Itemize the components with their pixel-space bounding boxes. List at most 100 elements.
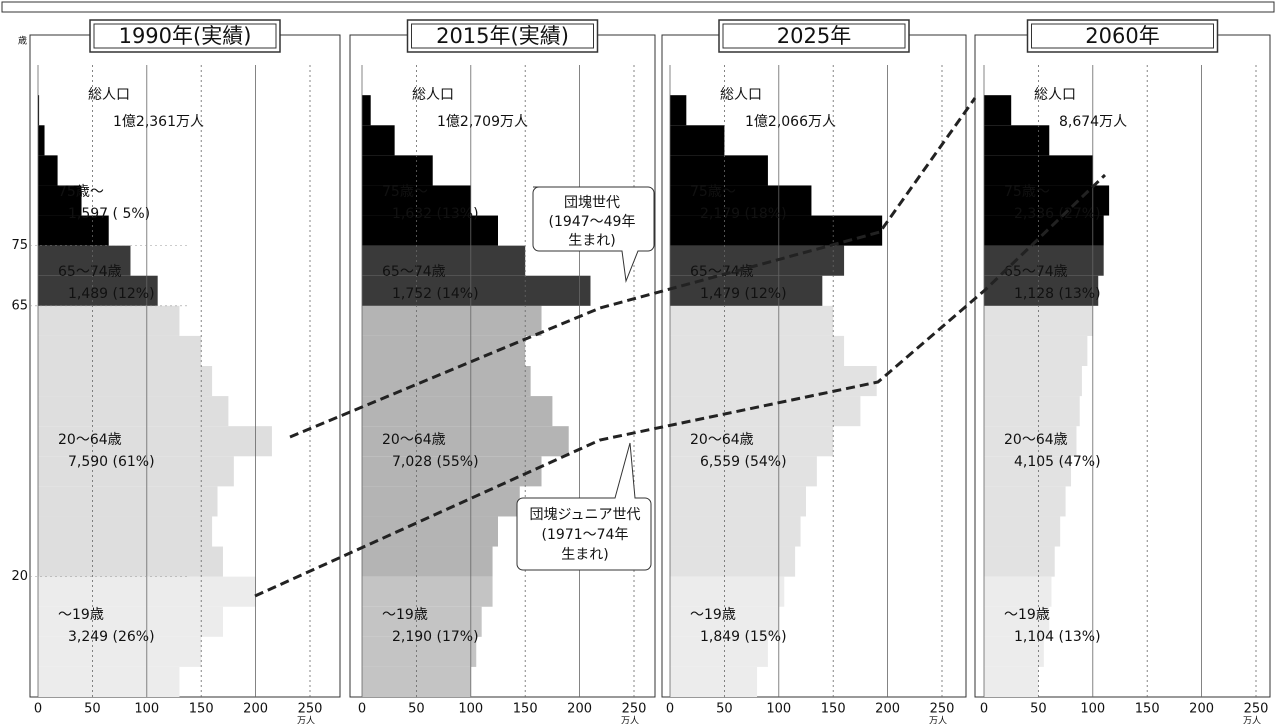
bar [670, 576, 785, 607]
total-value: 1億2,361万人 [113, 114, 204, 130]
top-frame [1, 1, 1275, 13]
bar [362, 516, 498, 547]
bar [362, 305, 542, 336]
bar [670, 426, 834, 457]
bar [670, 666, 758, 697]
bar [670, 185, 812, 216]
bar [984, 185, 1110, 216]
bar [362, 576, 493, 607]
group-label: 20～64歳 [690, 432, 754, 448]
bar [984, 95, 1012, 126]
panel-title: 2060年 [1085, 24, 1159, 48]
bar [984, 275, 1099, 306]
bar [38, 516, 213, 547]
group-value: 1,752 (14%) [392, 286, 479, 302]
bar [38, 95, 40, 126]
bar [38, 245, 131, 276]
total-label: 総人口 [88, 87, 130, 103]
title-box-inner [1031, 23, 1214, 49]
group-value: 2,336 (27%) [1014, 206, 1101, 222]
bar [670, 125, 725, 156]
group-value: 2,179 (18%) [700, 206, 787, 222]
group-value: 1,489 (12%) [68, 286, 155, 302]
group-label: ～19歳 [382, 607, 428, 623]
y-axis-label: 歳 [18, 35, 27, 47]
bar [362, 606, 482, 637]
group-value: 1,128 (13%) [1014, 286, 1101, 302]
callout-sub: 生まれ) [561, 547, 608, 563]
bar [984, 576, 1052, 607]
group-value: 1,597 ( 5%) [68, 206, 150, 222]
bar [362, 546, 493, 577]
group-value: 1,479 (12%) [700, 286, 787, 302]
total-label: 総人口 [412, 87, 454, 103]
group-label: ～19歳 [690, 607, 736, 623]
bar [984, 335, 1088, 366]
group-label: ～19歳 [58, 607, 104, 623]
bar [362, 215, 498, 246]
callout-junior [516, 442, 652, 571]
bar [362, 396, 553, 427]
bar [984, 396, 1080, 427]
bar [38, 215, 109, 246]
callout-title: 団塊ジュニア世代 [529, 507, 640, 523]
bar [984, 456, 1072, 487]
bar [38, 606, 223, 637]
bar [670, 396, 861, 427]
bar [670, 155, 768, 186]
bar [670, 546, 796, 577]
group-label: 75歳～ [690, 184, 736, 200]
x-tick-label: 50 [1030, 702, 1047, 717]
x-axis-unit: 万人 [929, 716, 947, 724]
bar [670, 456, 817, 487]
bar [38, 546, 223, 577]
total-label: 総人口 [1034, 87, 1076, 103]
total-value: 1億2,066万人 [745, 114, 836, 130]
panel-title: 2015年(実績) [436, 24, 569, 48]
callout-title: 団塊世代 [564, 195, 620, 211]
x-axis-unit: 万人 [1243, 716, 1261, 724]
group-label: 20～64歳 [382, 432, 446, 448]
x-tick-label: 100 [766, 702, 791, 717]
group-label: 65～74歳 [382, 264, 446, 280]
x-tick-label: 100 [458, 702, 483, 717]
group-label: 65～74歳 [1004, 264, 1068, 280]
bar [670, 486, 806, 517]
x-tick-label: 250 [930, 702, 955, 717]
group-label: 75歳～ [58, 184, 104, 200]
bar [38, 155, 58, 186]
bar [38, 305, 180, 336]
bar [38, 335, 202, 366]
x-tick-label: 250 [298, 702, 323, 717]
group-value: 7,590 (61%) [68, 454, 155, 470]
total-value: 1億2,709万人 [437, 114, 528, 130]
bar [984, 486, 1066, 517]
bar [38, 636, 202, 667]
bar [984, 546, 1055, 577]
y-tick-label: 65 [11, 298, 28, 313]
bar [38, 486, 218, 517]
x-tick-label: 0 [34, 702, 42, 717]
group-label: ～19歳 [1004, 607, 1050, 623]
x-tick-label: 200 [567, 702, 592, 717]
x-tick-label: 150 [189, 702, 214, 717]
y-tick-label: 75 [11, 238, 28, 253]
x-axis-unit: 万人 [297, 716, 315, 724]
group-label: 65～74歳 [690, 264, 754, 280]
bar [38, 396, 229, 427]
x-tick-label: 0 [980, 702, 988, 717]
callout-sub: 生まれ) [568, 233, 615, 249]
cohort-arrows [254, 97, 1107, 598]
group-value: 1,632 (13%) [392, 206, 479, 222]
bar [362, 95, 371, 126]
bar [38, 125, 45, 156]
x-axis-unit: 万人 [621, 716, 639, 724]
bar [38, 426, 272, 457]
bar [38, 185, 82, 216]
group-label: 75歳～ [382, 184, 428, 200]
bar [670, 245, 845, 276]
callout-sub: (1947～49年 [549, 214, 636, 230]
group-value: 1,849 (15%) [700, 629, 787, 645]
